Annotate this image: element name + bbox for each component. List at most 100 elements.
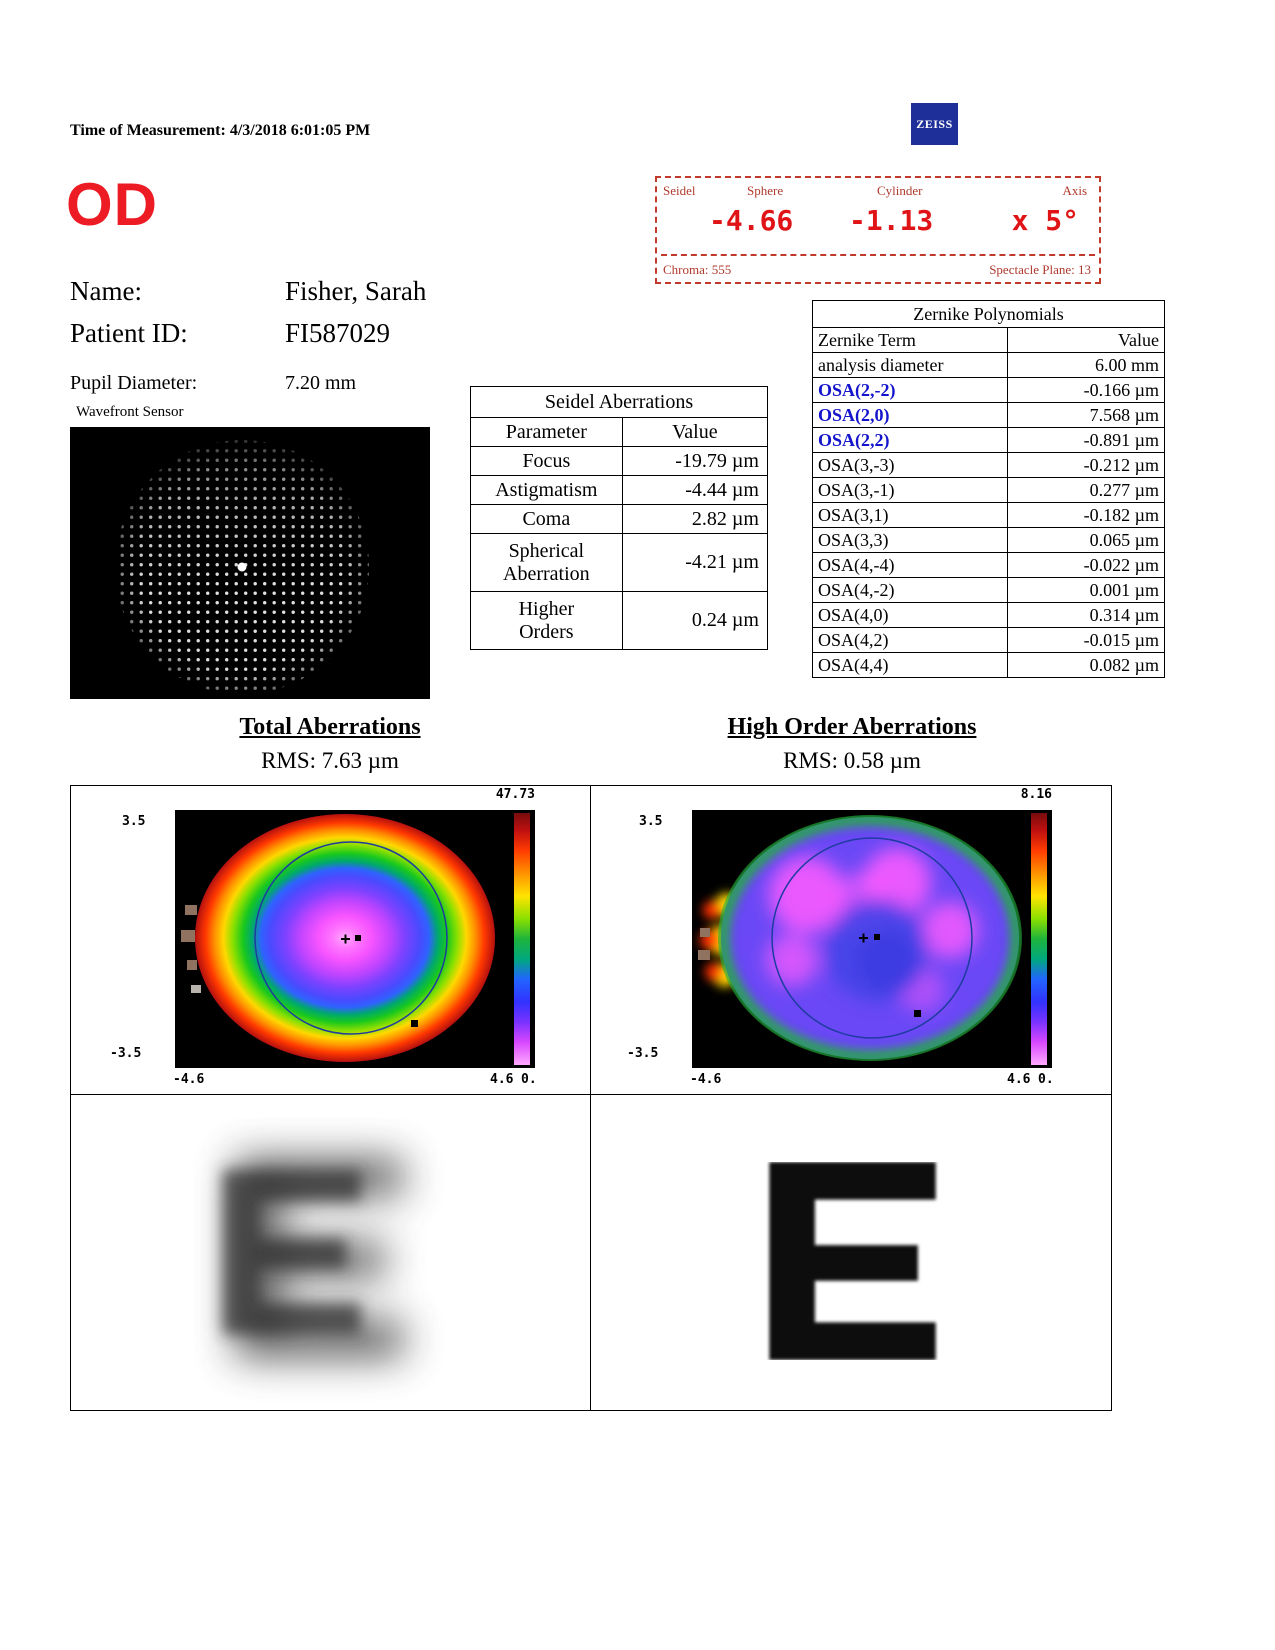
table-row: Higher Orders 0.24 µm: [470, 591, 769, 650]
pupil-diameter-value: 7.20 mm: [285, 372, 357, 394]
axis-value: x 5°: [1011, 204, 1079, 237]
sphere-column-label: Sphere: [747, 183, 784, 198]
zernike-value: -0.212 µm: [1007, 452, 1165, 478]
high-order-aberrations-map: [692, 810, 1052, 1068]
scale-min-label: 0.: [1038, 1072, 1054, 1087]
table-row: Focus -19.79 µm: [470, 446, 769, 476]
zernike-value: 0.065 µm: [1007, 527, 1165, 553]
wavefront-sensor-image: [70, 427, 430, 699]
seidel-value: -19.79 µm: [621, 446, 769, 476]
zernike-term: OSA(3,-1): [811, 477, 1009, 503]
zernike-col-value: Value: [1007, 327, 1165, 353]
scale-min-label: 0.: [521, 1072, 537, 1087]
time-of-measurement: Time of Measurement: 4/3/2018 6:01:05 PM: [70, 122, 370, 140]
zernike-term: OSA(2,0): [811, 402, 1009, 428]
table-row: OSA(3,-3) -0.212 µm: [811, 452, 1165, 478]
seidel-col-parameter: Parameter: [470, 417, 623, 447]
name-label: Name:: [70, 276, 142, 306]
seidel-value: 2.82 µm: [621, 504, 769, 534]
scale-max-label: 47.73: [495, 787, 535, 802]
zernike-term: OSA(4,4): [811, 652, 1009, 678]
color-scale-bar: [514, 813, 530, 1065]
zernike-value: -0.015 µm: [1007, 627, 1165, 653]
x-axis-min-label: -4.6: [690, 1072, 722, 1087]
zernike-table-title: Zernike Polynomials: [812, 300, 1165, 328]
map-center-square-marker: [355, 935, 361, 941]
map-edge-square-marker: [411, 1020, 418, 1027]
seidel-table-title: Seidel Aberrations: [470, 386, 768, 418]
y-axis-min-label: -3.5: [110, 1046, 142, 1061]
table-row: OSA(2,-2) -0.166 µm: [811, 377, 1165, 403]
zernike-term: OSA(3,1): [811, 502, 1009, 528]
seidel-box-divider: [661, 254, 1095, 256]
zernike-term: OSA(3,-3): [811, 452, 1009, 478]
chroma-value: Chroma: 555: [663, 262, 732, 277]
table-row: OSA(3,1) -0.182 µm: [811, 502, 1165, 528]
seidel-param: Astigmatism: [470, 475, 623, 505]
time-value: 4/3/2018 6:01:05 PM: [229, 122, 371, 139]
table-row: analysis diameter 6.00 mm: [811, 352, 1165, 378]
zernike-term: OSA(2,2): [811, 427, 1009, 453]
seidel-value: -4.21 µm: [621, 533, 769, 592]
seidel-value: 0.24 µm: [621, 591, 769, 650]
seidel-param: Spherical Aberration: [470, 533, 623, 592]
zernike-col-term: Zernike Term: [811, 327, 1009, 353]
x-axis-min-label: -4.6: [173, 1072, 205, 1087]
pupil-diameter-label: Pupil Diameter:: [70, 372, 198, 394]
zernike-term: OSA(4,-4): [811, 552, 1009, 578]
zernike-term: OSA(2,-2): [811, 377, 1009, 403]
zernike-term: analysis diameter: [811, 352, 1009, 378]
zernike-value: 0.082 µm: [1007, 652, 1165, 678]
y-axis-min-label: -3.5: [627, 1046, 659, 1061]
zernike-value: 7.568 µm: [1007, 402, 1165, 428]
eye-label: OD: [66, 171, 158, 238]
cylinder-column-label: Cylinder: [877, 183, 923, 198]
table-row: OSA(4,-4) -0.022 µm: [811, 552, 1165, 578]
zernike-value: 0.277 µm: [1007, 477, 1165, 503]
table-row: OSA(4,2) -0.015 µm: [811, 627, 1165, 653]
color-scale-bar: [1031, 813, 1047, 1065]
seidel-col-value: Value: [621, 417, 769, 447]
scale-max-label: 8.16: [1020, 787, 1052, 802]
zernike-value: -0.022 µm: [1007, 552, 1165, 578]
seidel-aberrations-table: Seidel Aberrations Parameter Value Focus…: [470, 386, 769, 650]
total-aberrations-title: Total Aberrations: [239, 714, 421, 740]
y-axis-max-label: 3.5: [639, 814, 663, 829]
table-row: OSA(4,0) 0.314 µm: [811, 602, 1165, 628]
map-center-cross-marker: [859, 933, 868, 943]
maps-frame-divider: [590, 785, 591, 1095]
seidel-value: -4.44 µm: [621, 475, 769, 505]
zeiss-logo: ZEISS: [911, 103, 958, 145]
axis-column-label: Axis: [1062, 183, 1087, 198]
zernike-value: -0.166 µm: [1007, 377, 1165, 403]
zernike-value: -0.182 µm: [1007, 502, 1165, 528]
simulation-frame-divider: [590, 1094, 591, 1411]
zernike-term: OSA(4,-2): [811, 577, 1009, 603]
seidel-param: Coma: [470, 504, 623, 534]
simulation-frame: [70, 1094, 1112, 1411]
zeiss-logo-text: ZEISS: [916, 116, 953, 131]
zernike-value: -0.891 µm: [1007, 427, 1165, 453]
table-row: OSA(3,-1) 0.277 µm: [811, 477, 1165, 503]
table-row: Coma 2.82 µm: [470, 504, 769, 534]
y-axis-max-label: 3.5: [122, 814, 146, 829]
x-axis-max-label: 4.6: [490, 1072, 514, 1087]
high-order-aberrations-rms: RMS: 0.58 µm: [783, 748, 921, 773]
zernike-term: OSA(4,2): [811, 627, 1009, 653]
table-row: OSA(2,0) 7.568 µm: [811, 402, 1165, 428]
seidel-param: Higher Orders: [470, 591, 623, 650]
seidel-box-title: Seidel: [663, 183, 696, 198]
table-row: OSA(4,-2) 0.001 µm: [811, 577, 1165, 603]
table-row: OSA(2,2) -0.891 µm: [811, 427, 1165, 453]
total-aberrations-map: [175, 810, 535, 1068]
map-edge-square-marker: [914, 1010, 921, 1017]
cylinder-value: -1.13: [849, 204, 934, 237]
zernike-term: OSA(4,0): [811, 602, 1009, 628]
spectacle-plane-value: Spectacle Plane: 13: [989, 262, 1091, 277]
map-center-square-marker: [874, 934, 880, 940]
patient-id: FI587029: [285, 318, 391, 348]
zernike-value: 6.00 mm: [1007, 352, 1165, 378]
zernike-value: 0.001 µm: [1007, 577, 1165, 603]
zernike-value: 0.314 µm: [1007, 602, 1165, 628]
seidel-summary-box: Seidel Sphere Cylinder Axis -4.66 -1.13 …: [655, 176, 1101, 284]
